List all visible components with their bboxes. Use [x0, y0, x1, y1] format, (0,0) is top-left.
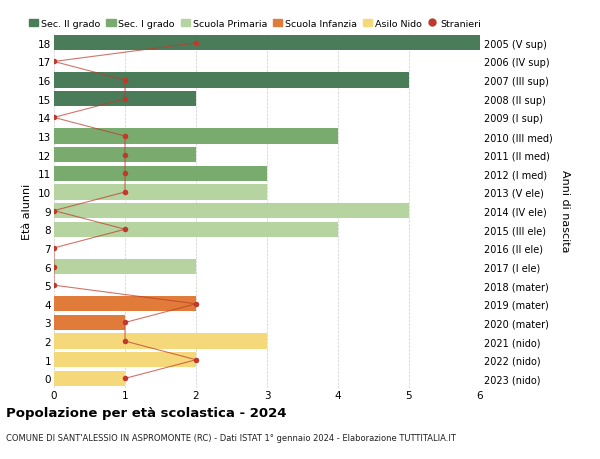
Bar	[54, 166, 267, 182]
Bar	[54, 148, 196, 163]
Bar	[54, 92, 196, 107]
Legend: Sec. II grado, Sec. I grado, Scuola Primaria, Scuola Infanzia, Asilo Nido, Stran: Sec. II grado, Sec. I grado, Scuola Prim…	[29, 20, 481, 28]
Bar	[54, 129, 338, 145]
Text: Popolazione per età scolastica - 2024: Popolazione per età scolastica - 2024	[6, 406, 287, 419]
Bar	[54, 371, 125, 386]
Bar	[54, 353, 196, 368]
Bar	[54, 36, 480, 51]
Bar	[54, 203, 409, 219]
Bar	[54, 334, 267, 349]
Bar	[54, 259, 196, 274]
Bar	[54, 222, 338, 237]
Bar	[54, 185, 267, 200]
Bar	[54, 73, 409, 89]
Text: COMUNE DI SANT'ALESSIO IN ASPROMONTE (RC) - Dati ISTAT 1° gennaio 2024 - Elabora: COMUNE DI SANT'ALESSIO IN ASPROMONTE (RC…	[6, 433, 456, 442]
Y-axis label: Anni di nascita: Anni di nascita	[560, 170, 569, 252]
Y-axis label: Età alunni: Età alunni	[22, 183, 32, 239]
Bar	[54, 297, 196, 312]
Bar	[54, 315, 125, 330]
